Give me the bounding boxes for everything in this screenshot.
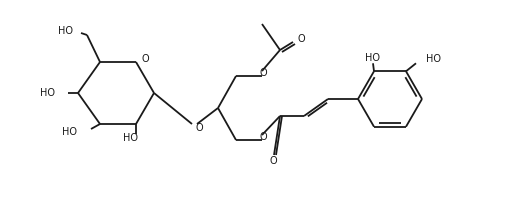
Text: HO: HO xyxy=(58,26,73,36)
Text: HO: HO xyxy=(123,133,139,143)
Text: HO: HO xyxy=(366,53,380,63)
Text: O: O xyxy=(297,34,305,44)
Text: O: O xyxy=(259,68,267,78)
Text: O: O xyxy=(141,54,148,64)
Text: O: O xyxy=(195,123,203,133)
Text: HO: HO xyxy=(40,88,55,98)
Text: HO: HO xyxy=(62,127,77,137)
Text: HO: HO xyxy=(426,54,441,64)
Text: O: O xyxy=(269,156,277,166)
Text: O: O xyxy=(259,132,267,142)
